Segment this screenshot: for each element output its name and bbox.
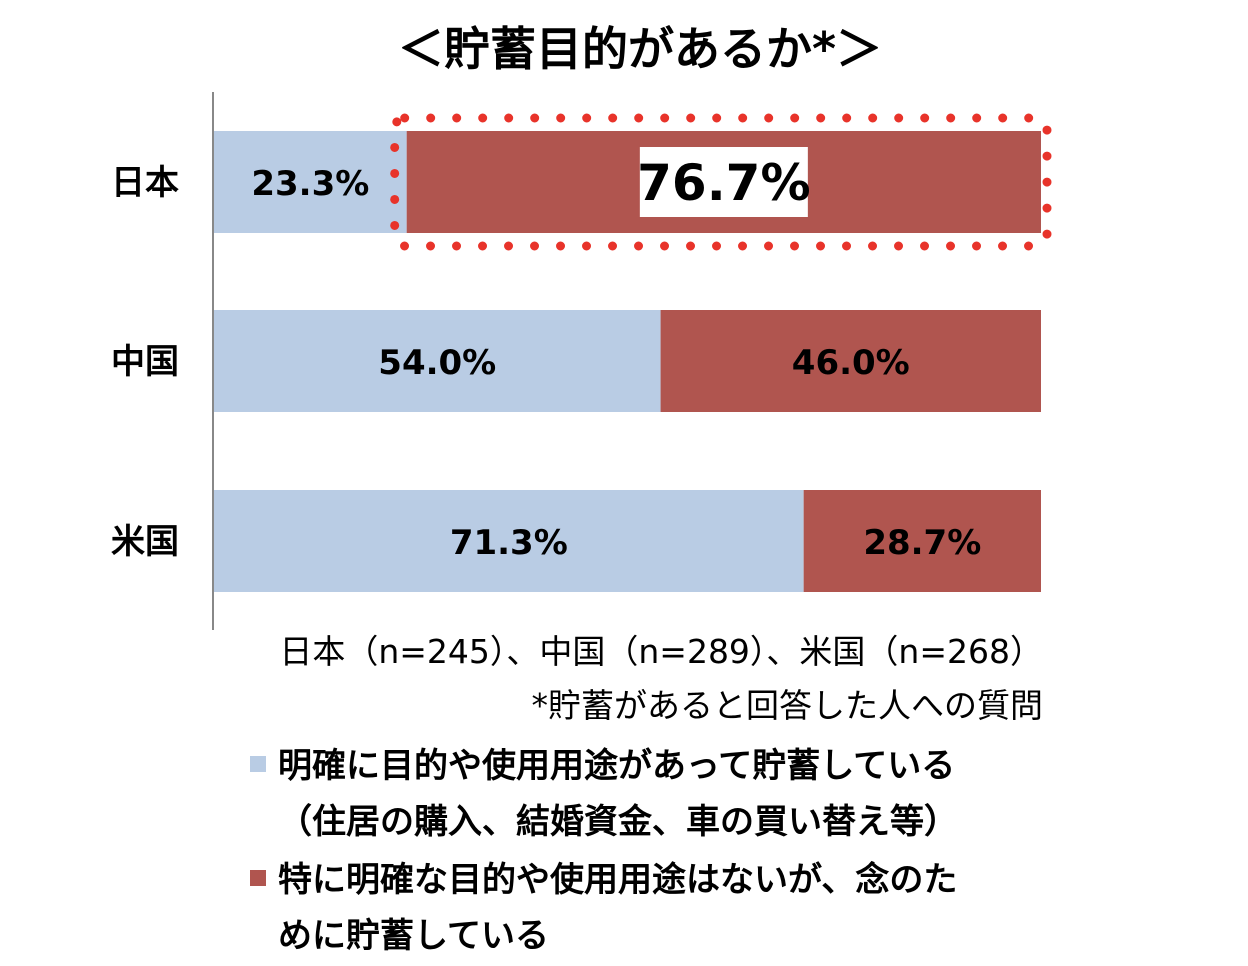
legend-swatch [250,756,266,772]
legend-label: めに貯蓄している [278,916,549,956]
legend-swatch [250,870,266,886]
notes-group: 日本（n=245）、中国（n=289）、米国（n=268） *貯蓄があると回答し… [279,632,1043,725]
highlight-label-box [639,147,808,217]
legend-label: 明確に目的や使用用途があって貯蓄している [278,746,955,786]
category-label: 日本 [111,163,179,203]
data-label: 76.7% [637,154,810,212]
highlight-dotted-border [390,113,1052,251]
bar-segment [803,490,1041,592]
data-label: 28.7% [863,523,981,563]
bar-segment [660,310,1041,412]
data-label: 46.0% [792,343,910,383]
sample-size-note: 日本（n=245）、中国（n=289）、米国（n=268） [279,632,1043,671]
category-label: 中国 [111,342,179,382]
bar-segment [214,310,661,412]
value-label-group: 23.3% 76.7% 54.0% 46.0% 71.3% 28.7% [251,113,1052,563]
legend: 明確に目的や使用用途があって貯蓄している （住居の購入、結婚資金、車の買い替え等）… [250,746,958,956]
bar-segment [214,131,407,233]
legend-label: （住居の購入、結婚資金、車の買い替え等） [278,802,958,842]
category-label: 米国 [111,522,179,562]
data-label: 71.3% [450,523,568,563]
bar-segment [214,490,804,592]
data-label: 23.3% [251,164,369,204]
legend-label: 特に明確な目的や使用用途はないが、念のた [278,860,957,900]
chart-title: ＜貯蓄目的があるか*＞ [398,22,882,76]
data-label: 54.0% [378,343,496,383]
question-note: *貯蓄があると回答した人への質問 [532,686,1044,725]
